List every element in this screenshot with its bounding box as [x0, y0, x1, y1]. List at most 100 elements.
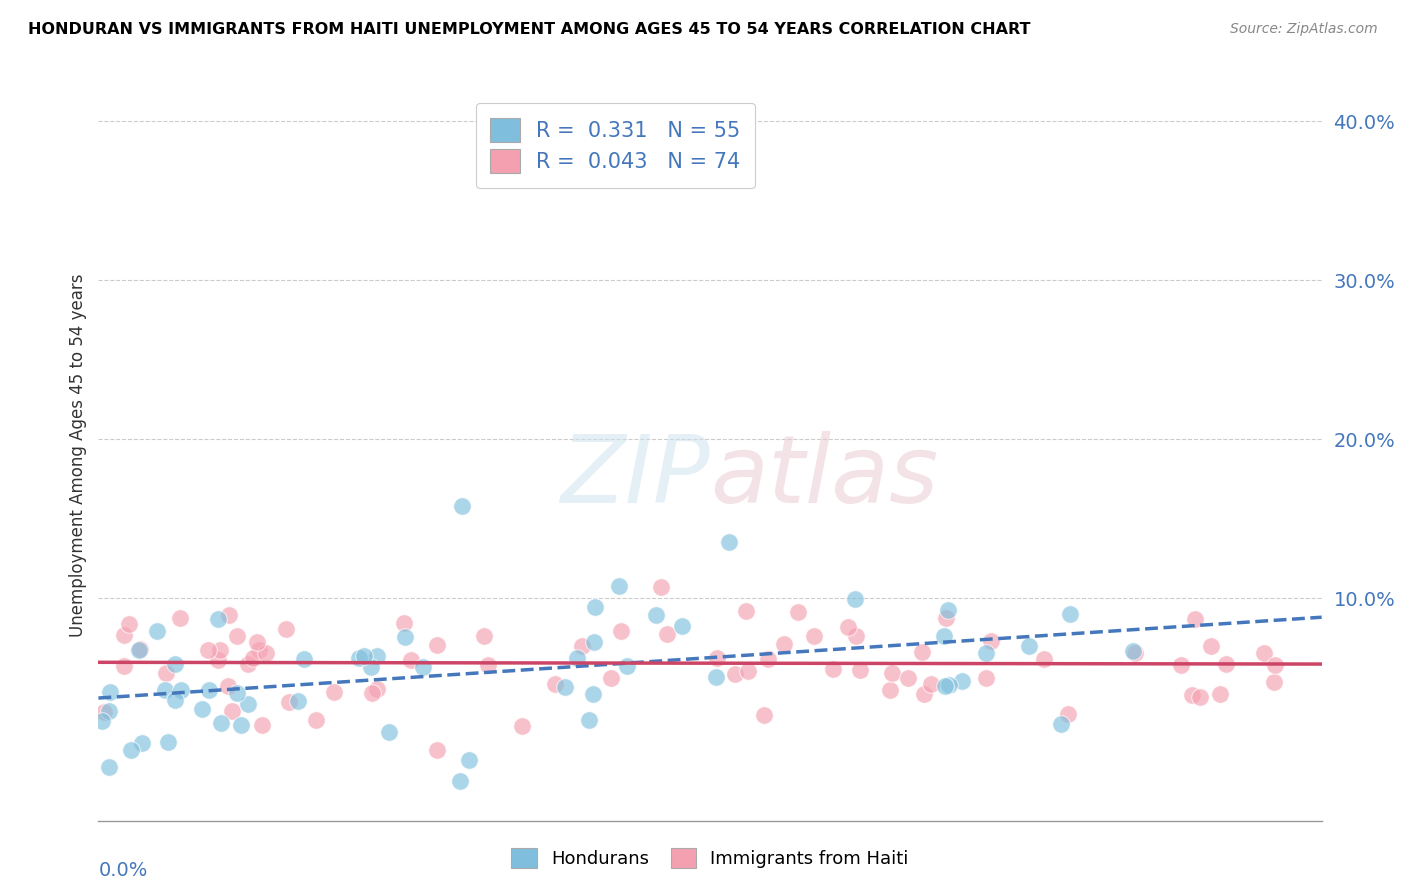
- Point: [98, 685, 121, 699]
- Point: [207, 612, 229, 626]
- Point: [912, 687, 935, 701]
- Point: [773, 637, 796, 651]
- Point: [366, 682, 388, 697]
- Point: [752, 707, 775, 722]
- Point: [209, 715, 232, 730]
- Point: [571, 639, 593, 653]
- Point: [128, 642, 150, 657]
- Point: [897, 671, 920, 685]
- Point: [458, 753, 481, 767]
- Point: [1263, 658, 1285, 673]
- Point: [347, 650, 370, 665]
- Point: [849, 663, 872, 677]
- Text: atlas: atlas: [710, 432, 938, 523]
- Point: [129, 642, 152, 657]
- Point: [353, 649, 375, 664]
- Point: [236, 697, 259, 711]
- Point: [911, 645, 934, 659]
- Point: [724, 667, 747, 681]
- Point: [218, 608, 240, 623]
- Point: [737, 664, 759, 678]
- Point: [976, 646, 998, 660]
- Point: [254, 646, 277, 660]
- Point: [655, 627, 678, 641]
- Point: [1263, 675, 1285, 690]
- Point: [236, 657, 259, 672]
- Point: [91, 714, 114, 729]
- Point: [394, 630, 416, 644]
- Point: [554, 680, 576, 694]
- Point: [145, 624, 167, 638]
- Point: [1184, 612, 1206, 626]
- Point: [221, 704, 243, 718]
- Point: [426, 743, 449, 757]
- Point: [163, 692, 186, 706]
- Point: [935, 611, 957, 625]
- Point: [543, 677, 565, 691]
- Point: [226, 686, 249, 700]
- Point: [920, 677, 942, 691]
- Point: [242, 651, 264, 665]
- Point: [938, 677, 960, 691]
- Point: [844, 591, 866, 606]
- Point: [837, 620, 859, 634]
- Point: [287, 694, 309, 708]
- Point: [974, 671, 997, 685]
- Point: [399, 652, 422, 666]
- Point: [155, 682, 177, 697]
- Point: [360, 686, 382, 700]
- Point: [607, 579, 630, 593]
- Point: [1122, 643, 1144, 657]
- Point: [229, 718, 252, 732]
- Point: [226, 629, 249, 643]
- Point: [191, 702, 214, 716]
- Text: 0.0%: 0.0%: [98, 861, 148, 880]
- Point: [249, 642, 271, 657]
- Point: [583, 600, 606, 615]
- Point: [170, 682, 193, 697]
- Point: [1189, 690, 1212, 705]
- Point: [934, 629, 956, 643]
- Point: [1050, 717, 1073, 731]
- Point: [97, 704, 120, 718]
- Point: [131, 736, 153, 750]
- Point: [879, 683, 901, 698]
- Point: [378, 725, 401, 739]
- Point: [112, 659, 135, 673]
- Point: [292, 652, 315, 666]
- Point: [821, 662, 844, 676]
- Point: [246, 635, 269, 649]
- Point: [650, 580, 672, 594]
- Point: [734, 604, 756, 618]
- Point: [392, 616, 415, 631]
- Point: [1181, 688, 1204, 702]
- Point: [581, 687, 603, 701]
- Point: [163, 657, 186, 671]
- Point: [980, 634, 1002, 648]
- Point: [600, 671, 623, 685]
- Point: [510, 719, 533, 733]
- Point: [787, 606, 810, 620]
- Point: [250, 718, 273, 732]
- Point: [1215, 657, 1237, 671]
- Point: [366, 648, 388, 663]
- Point: [112, 628, 135, 642]
- Point: [197, 642, 219, 657]
- Legend: Hondurans, Immigrants from Haiti: Hondurans, Immigrants from Haiti: [502, 838, 918, 878]
- Point: [565, 650, 588, 665]
- Point: [1199, 640, 1222, 654]
- Point: [1209, 687, 1232, 701]
- Point: [582, 635, 605, 649]
- Point: [1018, 639, 1040, 653]
- Point: [155, 665, 177, 680]
- Point: [360, 660, 382, 674]
- Point: [169, 611, 191, 625]
- Point: [207, 652, 229, 666]
- Point: [98, 760, 121, 774]
- Text: ZIP: ZIP: [561, 432, 710, 523]
- Point: [934, 679, 956, 693]
- Point: [305, 713, 328, 727]
- Point: [616, 659, 638, 673]
- Point: [706, 651, 728, 665]
- Text: Source: ZipAtlas.com: Source: ZipAtlas.com: [1230, 22, 1378, 37]
